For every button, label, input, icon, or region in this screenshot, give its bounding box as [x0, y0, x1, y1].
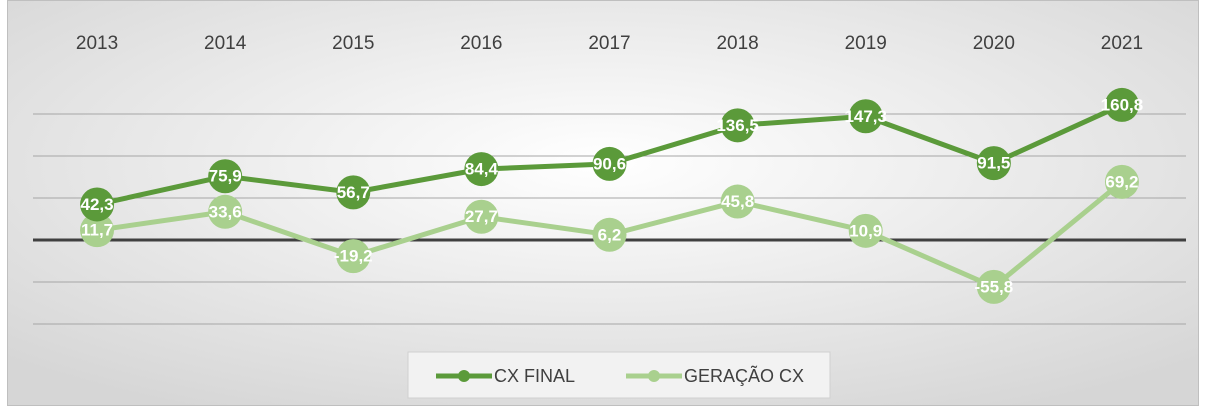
- data-point: [336, 175, 371, 210]
- data-label: 42,3: [81, 195, 114, 214]
- data-point: [976, 146, 1011, 181]
- data-label: 84,4: [465, 160, 499, 179]
- x-tick-label: 2015: [332, 33, 374, 54]
- legend-label: GERAÇÃO CX: [684, 365, 804, 386]
- data-label: 90,6: [593, 154, 626, 173]
- x-tick-label: 2013: [76, 33, 118, 54]
- data-label: 27,7: [465, 207, 498, 226]
- data-point: [80, 187, 115, 222]
- data-label: 10,9: [849, 221, 882, 240]
- data-point: [1104, 164, 1139, 199]
- data-point: [976, 269, 1011, 304]
- data-label: 6,2: [598, 225, 622, 244]
- data-label: -55,8: [974, 277, 1013, 296]
- data-point: [720, 108, 755, 143]
- data-label: 91,5: [977, 154, 1010, 173]
- data-label: 45,8: [721, 192, 754, 211]
- data-point: [592, 217, 627, 252]
- x-tick-label: 2014: [204, 33, 247, 54]
- legend-marker: [458, 370, 470, 382]
- data-label: 136,5: [716, 116, 759, 135]
- data-label: 56,7: [337, 183, 370, 202]
- data-point: [848, 213, 883, 248]
- x-tick-label: 2021: [1101, 33, 1143, 54]
- data-label: 75,9: [209, 167, 242, 186]
- data-point: [208, 194, 243, 229]
- data-point: [1104, 87, 1139, 122]
- x-tick-label: 2019: [845, 33, 887, 54]
- data-point: [720, 184, 755, 219]
- x-tick-label: 2020: [973, 33, 1015, 54]
- data-point: [208, 159, 243, 194]
- data-point: [80, 213, 115, 248]
- data-point: [464, 199, 499, 234]
- data-label: -19,2: [334, 247, 373, 266]
- data-point: [464, 152, 499, 187]
- data-label: 11,7: [81, 221, 113, 240]
- data-point: [592, 146, 627, 181]
- x-tick-label: 2017: [588, 33, 630, 54]
- data-label: 69,2: [1105, 172, 1138, 191]
- data-label: 33,6: [209, 202, 242, 221]
- x-tick-label: 2016: [460, 33, 502, 54]
- data-point: [336, 239, 371, 274]
- x-tick-label: 2018: [716, 33, 758, 54]
- legend-marker: [648, 370, 660, 382]
- data-label: 147,3: [844, 107, 887, 126]
- legend-label: CX FINAL: [494, 366, 575, 386]
- chart-background: [7, 0, 1199, 406]
- data-label: 160,8: [1101, 95, 1144, 114]
- data-point: [848, 99, 883, 134]
